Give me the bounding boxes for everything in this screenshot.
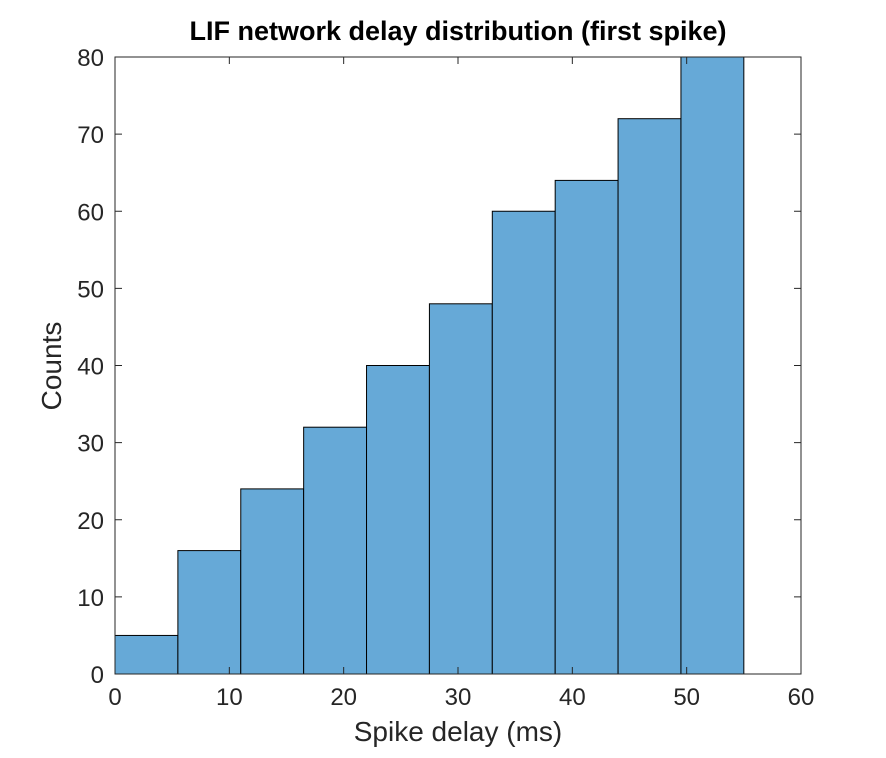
histogram-bar-4 xyxy=(303,426,368,675)
histogram-bar-2 xyxy=(177,550,242,675)
y-tick-label: 20 xyxy=(77,508,104,535)
x-tick-label: 0 xyxy=(108,684,121,711)
y-tick-label: 70 xyxy=(77,122,104,149)
bars-group xyxy=(114,56,745,675)
histogram-bar-8 xyxy=(554,179,619,675)
y-tick-label: 30 xyxy=(77,431,104,458)
y-tick-label: 50 xyxy=(77,276,104,303)
x-tick-label: 10 xyxy=(216,684,243,711)
y-tick-label: 80 xyxy=(77,45,104,72)
x-tick-label: 40 xyxy=(559,684,586,711)
histogram-bar-1 xyxy=(114,634,179,675)
y-tick-label: 60 xyxy=(77,199,104,226)
histogram-bar-5 xyxy=(366,365,430,675)
y-tick-label: 0 xyxy=(91,662,104,689)
x-tick-label: 60 xyxy=(788,684,815,711)
x-tick-label: 50 xyxy=(673,684,700,711)
histogram-bar-9 xyxy=(617,118,682,675)
ticks-group: 0 10 20 30 40 50 60 0 10 20 30 40 50 60 70 80 xyxy=(77,45,814,711)
x-tick-label: 30 xyxy=(445,684,472,711)
chart-title: LIF network delay distribution (first sp… xyxy=(189,16,726,46)
histogram-bar-7 xyxy=(491,210,556,675)
x-tick-label: 20 xyxy=(330,684,357,711)
x-axis-label: Spike delay (ms) xyxy=(354,716,563,747)
histogram-bar-3 xyxy=(240,488,305,675)
y-axis-label: Counts xyxy=(36,322,67,411)
histogram-bar-6 xyxy=(428,303,493,675)
y-tick-label: 10 xyxy=(77,585,104,612)
histogram-bar-10 xyxy=(680,56,745,675)
y-tick-label: 40 xyxy=(77,354,104,381)
